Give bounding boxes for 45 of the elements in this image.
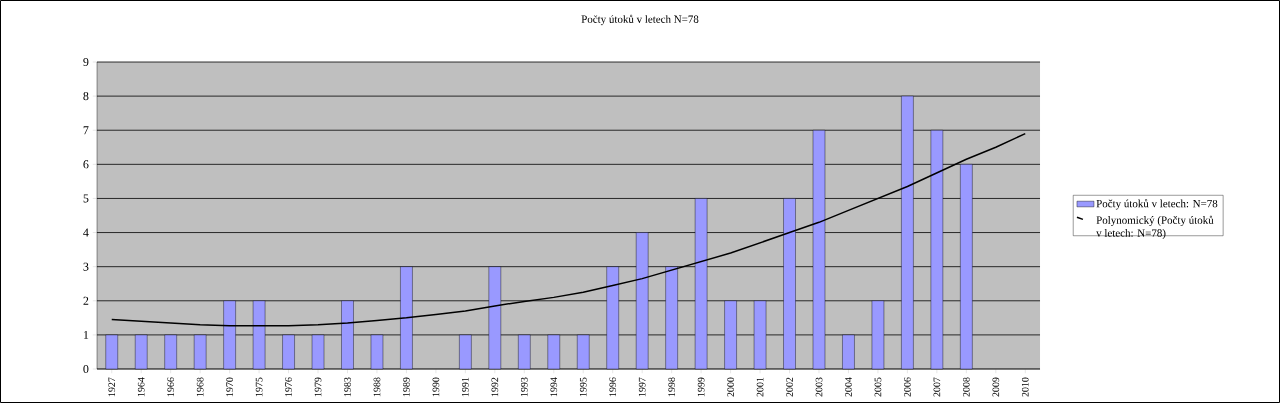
x-tick-label: 1979 xyxy=(314,377,322,397)
y-tick-label: 5 xyxy=(83,194,89,203)
x-tick-label: 1976 xyxy=(285,377,292,397)
x-tick-label: 1988 xyxy=(373,377,381,397)
y-tick-label: 7 xyxy=(83,126,89,135)
legend-label: Polynomický (Počty útoků v letech: N=78) xyxy=(1096,215,1214,239)
x-tick-label: 2006 xyxy=(904,377,911,397)
x-tick-label: 2000 xyxy=(727,377,734,397)
x-tick-label: 2005 xyxy=(874,377,882,397)
x-tick-label: 2004 xyxy=(845,377,852,397)
x-tick-label: 1995 xyxy=(579,377,587,397)
y-tick-label: 9 xyxy=(83,57,89,67)
y-tick-label: 0 xyxy=(83,364,89,374)
x-tick-label: 1983 xyxy=(344,377,351,397)
y-tick-label: 8 xyxy=(83,92,89,101)
x-tick-label: 1991 xyxy=(462,377,469,397)
x-tick-label: 1993 xyxy=(520,377,528,397)
x-tick-label: 1968 xyxy=(196,377,204,397)
x-tick-label: 1997 xyxy=(638,377,646,397)
y-tick-label: 6 xyxy=(83,160,89,169)
legend-label: Počty útoků v letech: N=78 xyxy=(1096,199,1218,210)
x-tick-label: 1992 xyxy=(491,377,499,397)
x-tick-label: 2001 xyxy=(756,377,764,397)
x-tick-label: 1927 xyxy=(108,377,116,397)
x-tick-label: 2008 xyxy=(962,377,970,397)
x-tick-label: 2003 xyxy=(815,377,823,397)
y-tick-label: 2 xyxy=(83,296,89,305)
chart-title: Počty útoků v letech N=78 xyxy=(581,14,699,26)
x-tick-label: 1990 xyxy=(432,377,440,397)
x-tick-label: 1964 xyxy=(137,377,145,397)
x-tick-label: 1970 xyxy=(226,377,233,397)
x-tick-label: 2007 xyxy=(933,377,941,397)
x-tick-label: 1996 xyxy=(609,377,617,397)
x-tick-label: 1999 xyxy=(697,377,705,397)
x-tick-label: 1966 xyxy=(167,377,175,397)
x-tick-label: 1998 xyxy=(668,377,676,397)
x-tick-label: 1975 xyxy=(255,377,263,397)
x-tick-label: 2009 xyxy=(992,377,1000,397)
x-tick-label: 1994 xyxy=(550,377,558,397)
y-tick-label: 1 xyxy=(83,330,89,339)
y-tick-label: 3 xyxy=(83,262,89,271)
x-tick-label: 1989 xyxy=(403,377,410,397)
y-tick-label: 4 xyxy=(83,228,89,237)
x-tick-label: 2002 xyxy=(786,377,793,397)
x-tick-label: 2010 xyxy=(1021,377,1029,397)
